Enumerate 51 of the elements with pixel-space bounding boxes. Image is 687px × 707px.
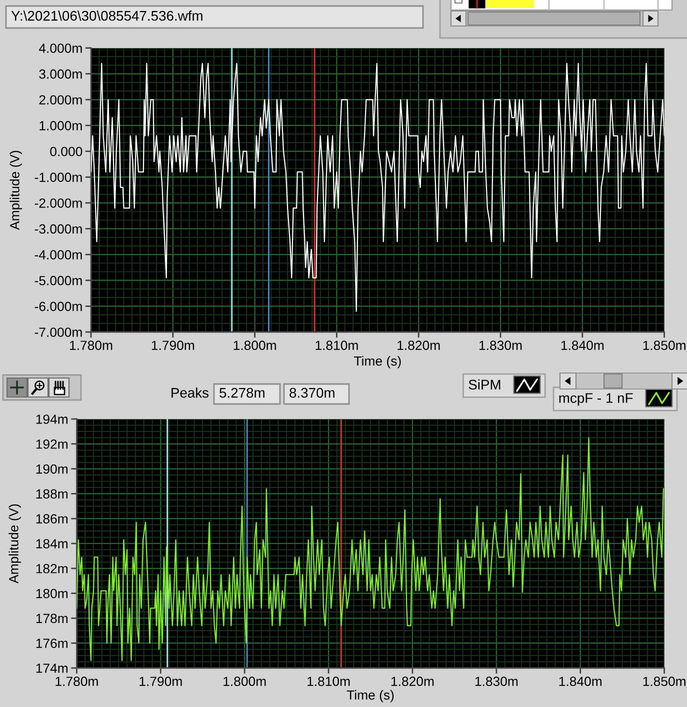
y-tick-label: 2.000m [39, 95, 82, 105]
line-series [76, 437, 664, 662]
y-tick-label: -1.000m [34, 172, 82, 182]
x-tick-label: 1.830m [480, 340, 522, 350]
x-tick-label: 1.780m [70, 340, 112, 350]
y-tick-label: -7.000m [34, 328, 82, 337]
y-axis-title: Amplitude (V) [8, 504, 21, 584]
x-tick-label: 1.800m [224, 676, 266, 686]
y-axis-title: Amplitude (V) [10, 150, 22, 230]
text: 8.370m [290, 388, 334, 398]
x-tick-label: 1.790m [152, 340, 194, 350]
y-tick-label: 4.000m [38, 44, 82, 53]
text: Peaks [172, 388, 208, 398]
y-tick-label: -6.000m [34, 302, 82, 312]
y-tick-label: 188m [36, 489, 68, 499]
x-tick-label: 1.780m [56, 676, 98, 686]
y-tick-label: -2.000m [34, 198, 82, 208]
x-tick-label: 1.840m [559, 676, 602, 686]
line-series [91, 62, 664, 312]
text: 5.278m [220, 388, 264, 398]
legend-label: mcpF - 1 nF [559, 393, 633, 406]
y-tick-label: 180m [36, 588, 68, 598]
x-axis-title: Time (s) [354, 356, 401, 368]
y-tick-label: 1.000m [40, 121, 82, 130]
y-tick-label: 190m [36, 464, 68, 474]
x-tick-label: 1.810m [316, 340, 358, 350]
x-tick-label: 1.800m [234, 340, 276, 350]
y-tick-label: 3.000m [39, 69, 82, 79]
y-tick-label: 174m [36, 664, 68, 673]
y-tick-label: 182m [36, 564, 68, 574]
y-tick-label: 192m [36, 439, 68, 449]
y-tick-label: 0.000 [50, 146, 82, 156]
y-tick-label: 176m [36, 638, 68, 648]
x-tick-label: 1.840m [561, 340, 604, 350]
y-tick-label: 194m [36, 414, 68, 424]
text: Y:\2021\06\30\085547.536.wfm [11, 10, 202, 21]
x-axis-title: Time (s) [346, 690, 394, 702]
y-tick-label: -4.000m [34, 250, 82, 260]
x-tick-label: 1.820m [391, 676, 434, 686]
x-tick-label: 1.790m [140, 676, 182, 686]
x-tick-label: 1.850m [643, 340, 686, 350]
x-tick-label: 1.850m [643, 676, 686, 686]
y-tick-label: -5.000m [34, 276, 82, 286]
y-tick-label: -3.000m [34, 224, 82, 234]
y-tick-label: 186m [36, 514, 68, 524]
x-tick-label: 1.830m [475, 676, 518, 686]
legend-label: SiPM [468, 379, 500, 390]
y-tick-label: 178m [36, 614, 68, 624]
x-tick-label: 1.810m [308, 676, 350, 686]
x-tick-label: 1.820m [398, 340, 440, 350]
y-tick-label: 184m [36, 539, 68, 548]
